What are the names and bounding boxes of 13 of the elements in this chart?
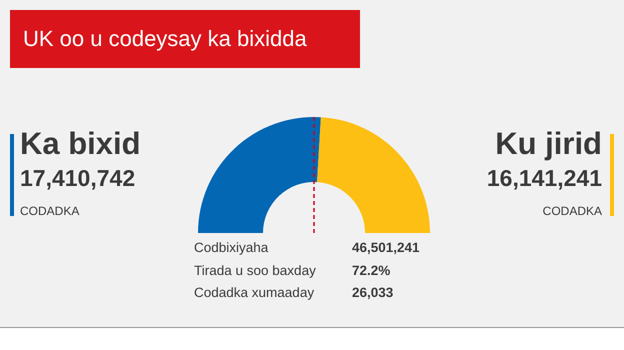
text: Tirada u soo baxday xyxy=(194,262,316,278)
text: 46,501,241 xyxy=(352,240,420,255)
text: Codbixiyaha xyxy=(194,240,268,255)
text: CODADKA xyxy=(20,204,80,218)
text: Codadka xumaaday xyxy=(194,285,314,300)
data-label: 16,141,241 xyxy=(486,165,602,192)
slice-label: Ka bixid xyxy=(20,126,141,162)
data-label: 17,410,742 xyxy=(20,165,136,192)
slice-label: Ku jirid xyxy=(495,126,602,162)
text: 72.2% xyxy=(352,262,390,278)
chart-title: UK oo u codeysay ka bixidda xyxy=(10,10,360,68)
text: CODADKA xyxy=(542,204,602,218)
text: 26,033 xyxy=(352,285,394,300)
